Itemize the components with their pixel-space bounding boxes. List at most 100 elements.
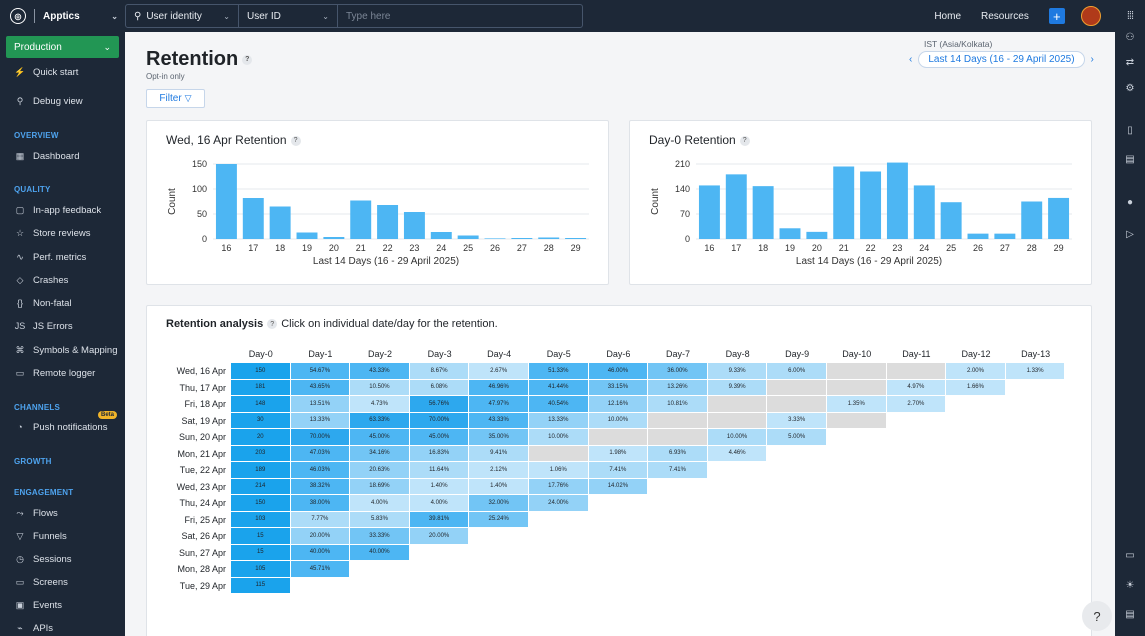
retention-cell[interactable]: 33.33% (350, 528, 409, 544)
retention-cell[interactable]: 1.06% (529, 462, 588, 478)
retention-cell[interactable]: 38.32% (290, 478, 350, 494)
row-date-label[interactable]: Wed, 16 Apr (176, 366, 226, 376)
retention-cell[interactable]: 46.96% (469, 379, 528, 395)
help-icon[interactable]: ? (739, 135, 750, 146)
retention-cell[interactable]: 45.71% (290, 561, 350, 577)
apps-grid-icon[interactable]: ⁞⁞⁞ (1126, 10, 1134, 22)
retention-cell[interactable]: 4.00% (350, 495, 409, 511)
retention-cell[interactable]: 51.33% (529, 363, 588, 379)
retention-cell[interactable]: 203 (231, 445, 290, 461)
help-icon[interactable]: ? (242, 54, 253, 65)
row-date-label[interactable]: Sat, 19 Apr (181, 415, 226, 426)
retention-cell[interactable] (529, 445, 588, 461)
retention-cell[interactable]: 39.81% (409, 511, 469, 527)
swap-icon[interactable]: ⇄ (1125, 57, 1135, 68)
mobile-icon[interactable]: ▯ (1127, 125, 1133, 136)
retention-cell[interactable]: 189 (231, 462, 290, 478)
retention-cell[interactable] (886, 363, 946, 379)
theme-icon[interactable]: ☀ (1125, 580, 1135, 591)
retention-cell[interactable]: 2.67% (469, 363, 528, 379)
retention-cell[interactable]: 45.00% (409, 429, 469, 445)
retention-cell[interactable]: 43.65% (290, 379, 350, 395)
retention-cell[interactable]: 30 (231, 412, 290, 428)
retention-cell[interactable]: 13.26% (648, 379, 707, 395)
retention-cell[interactable] (827, 379, 886, 395)
document-icon[interactable]: ▤ (1125, 154, 1135, 165)
retention-cell[interactable]: 5.00% (767, 429, 826, 445)
retention-cell[interactable]: 13.33% (529, 412, 588, 428)
avatar[interactable] (1080, 6, 1101, 26)
retention-cell[interactable]: 7.77% (290, 511, 350, 527)
sidebar-item-symbols-mapping[interactable]: ⌘ Symbols & Mapping (0, 340, 125, 360)
search-field-select[interactable]: User ID ⌄ (239, 5, 338, 27)
retention-cell[interactable]: 15 (231, 544, 290, 560)
retention-cell[interactable]: 20.00% (290, 528, 350, 544)
retention-cell[interactable]: 4.00% (409, 495, 469, 511)
retention-cell[interactable]: 6.00% (767, 363, 826, 379)
row-date-label[interactable]: Sun, 27 Apr (178, 547, 226, 558)
chevron-left-icon[interactable]: ‹ (909, 54, 913, 65)
retention-cell[interactable]: 7.41% (648, 462, 707, 478)
retention-cell[interactable]: 47.97% (469, 396, 528, 412)
row-date-label[interactable]: Wed, 23 Apr (176, 481, 226, 492)
retention-cell[interactable]: 10.00% (529, 429, 588, 445)
retention-cell[interactable]: 10.50% (350, 379, 409, 395)
sidebar-item-js-errors[interactable]: JS JS Errors (0, 316, 125, 336)
search-input[interactable] (338, 6, 582, 26)
retention-cell[interactable]: 16.83% (409, 445, 469, 461)
retention-cell[interactable]: 1.40% (409, 478, 469, 494)
retention-cell[interactable]: 1.35% (827, 396, 886, 412)
retention-cell[interactable]: 40.00% (350, 544, 409, 560)
retention-cell[interactable]: 54.67% (290, 363, 350, 379)
retention-cell[interactable]: 4.97% (886, 379, 946, 395)
retention-cell[interactable]: 20.63% (350, 462, 409, 478)
retention-cell[interactable] (707, 412, 767, 428)
retention-cell[interactable] (827, 363, 886, 379)
retention-cell[interactable]: 9.33% (707, 363, 767, 379)
retention-cell[interactable]: 46.03% (290, 462, 350, 478)
users-icon[interactable]: ⚇ (1125, 32, 1135, 43)
retention-cell[interactable]: 20 (231, 429, 290, 445)
retention-cell[interactable]: 105 (231, 561, 290, 577)
sidebar-item-dashboard[interactable]: ▦ Dashboard (0, 146, 125, 166)
notes-icon[interactable]: ▤ (1125, 609, 1135, 620)
sidebar-item-non-fatal[interactable]: {} Non-fatal (0, 293, 125, 313)
retention-cell[interactable]: 4.46% (707, 445, 767, 461)
environment-select[interactable]: Production ⌄ (6, 36, 119, 58)
retention-cell[interactable]: 14.02% (588, 478, 648, 494)
retention-cell[interactable]: 103 (231, 511, 290, 527)
retention-cell[interactable]: 56.76% (409, 396, 469, 412)
retention-cell[interactable]: 13.51% (290, 396, 350, 412)
sidebar-item-store-reviews[interactable]: ☆ Store reviews (0, 223, 125, 243)
retention-cell[interactable]: 150 (231, 495, 290, 511)
retention-cell[interactable] (648, 412, 707, 428)
search-scope-select[interactable]: ⚲ User identity ⌄ (126, 5, 239, 27)
retention-cell[interactable]: 46.00% (588, 363, 648, 379)
retention-cell[interactable] (648, 429, 707, 445)
retention-cell[interactable]: 36.00% (648, 363, 707, 379)
retention-cell[interactable]: 115 (231, 577, 290, 593)
row-date-label[interactable]: Thu, 24 Apr (179, 498, 226, 508)
row-date-label[interactable]: Fri, 18 Apr (184, 399, 226, 409)
retention-cell[interactable]: 10.00% (588, 412, 648, 428)
retention-cell[interactable]: 2.00% (946, 363, 1005, 379)
sidebar-item-in-app-feedback[interactable]: ▢ In-app feedback (0, 200, 125, 220)
row-date-label[interactable]: Tue, 29 Apr (179, 580, 226, 591)
play-store-icon[interactable]: ▷ (1126, 229, 1134, 240)
sidebar-item-debug-view[interactable]: ⚲ Debug view (0, 91, 125, 111)
sidebar-item-push-notifications[interactable]: ◔ Push notifications Beta (0, 411, 125, 437)
retention-cell[interactable]: 1.33% (1005, 363, 1065, 379)
retention-cell[interactable]: 63.33% (350, 412, 409, 428)
retention-cell[interactable]: 41.44% (529, 379, 588, 395)
chevron-right-icon[interactable]: › (1090, 54, 1094, 65)
retention-cell[interactable]: 1.98% (588, 445, 648, 461)
add-button[interactable]: + (1048, 8, 1065, 24)
chat-icon[interactable]: ▭ (1125, 550, 1135, 561)
row-date-label[interactable]: Sat, 26 Apr (181, 531, 226, 541)
retention-cell[interactable]: 70.00% (290, 429, 350, 445)
retention-cell[interactable]: 34.16% (350, 445, 409, 461)
home-link[interactable]: Home (934, 10, 962, 22)
retention-cell[interactable]: 13.33% (290, 412, 350, 428)
retention-cell[interactable]: 70.00% (409, 412, 469, 428)
sidebar-item-events[interactable]: ▣ Events (0, 595, 125, 615)
